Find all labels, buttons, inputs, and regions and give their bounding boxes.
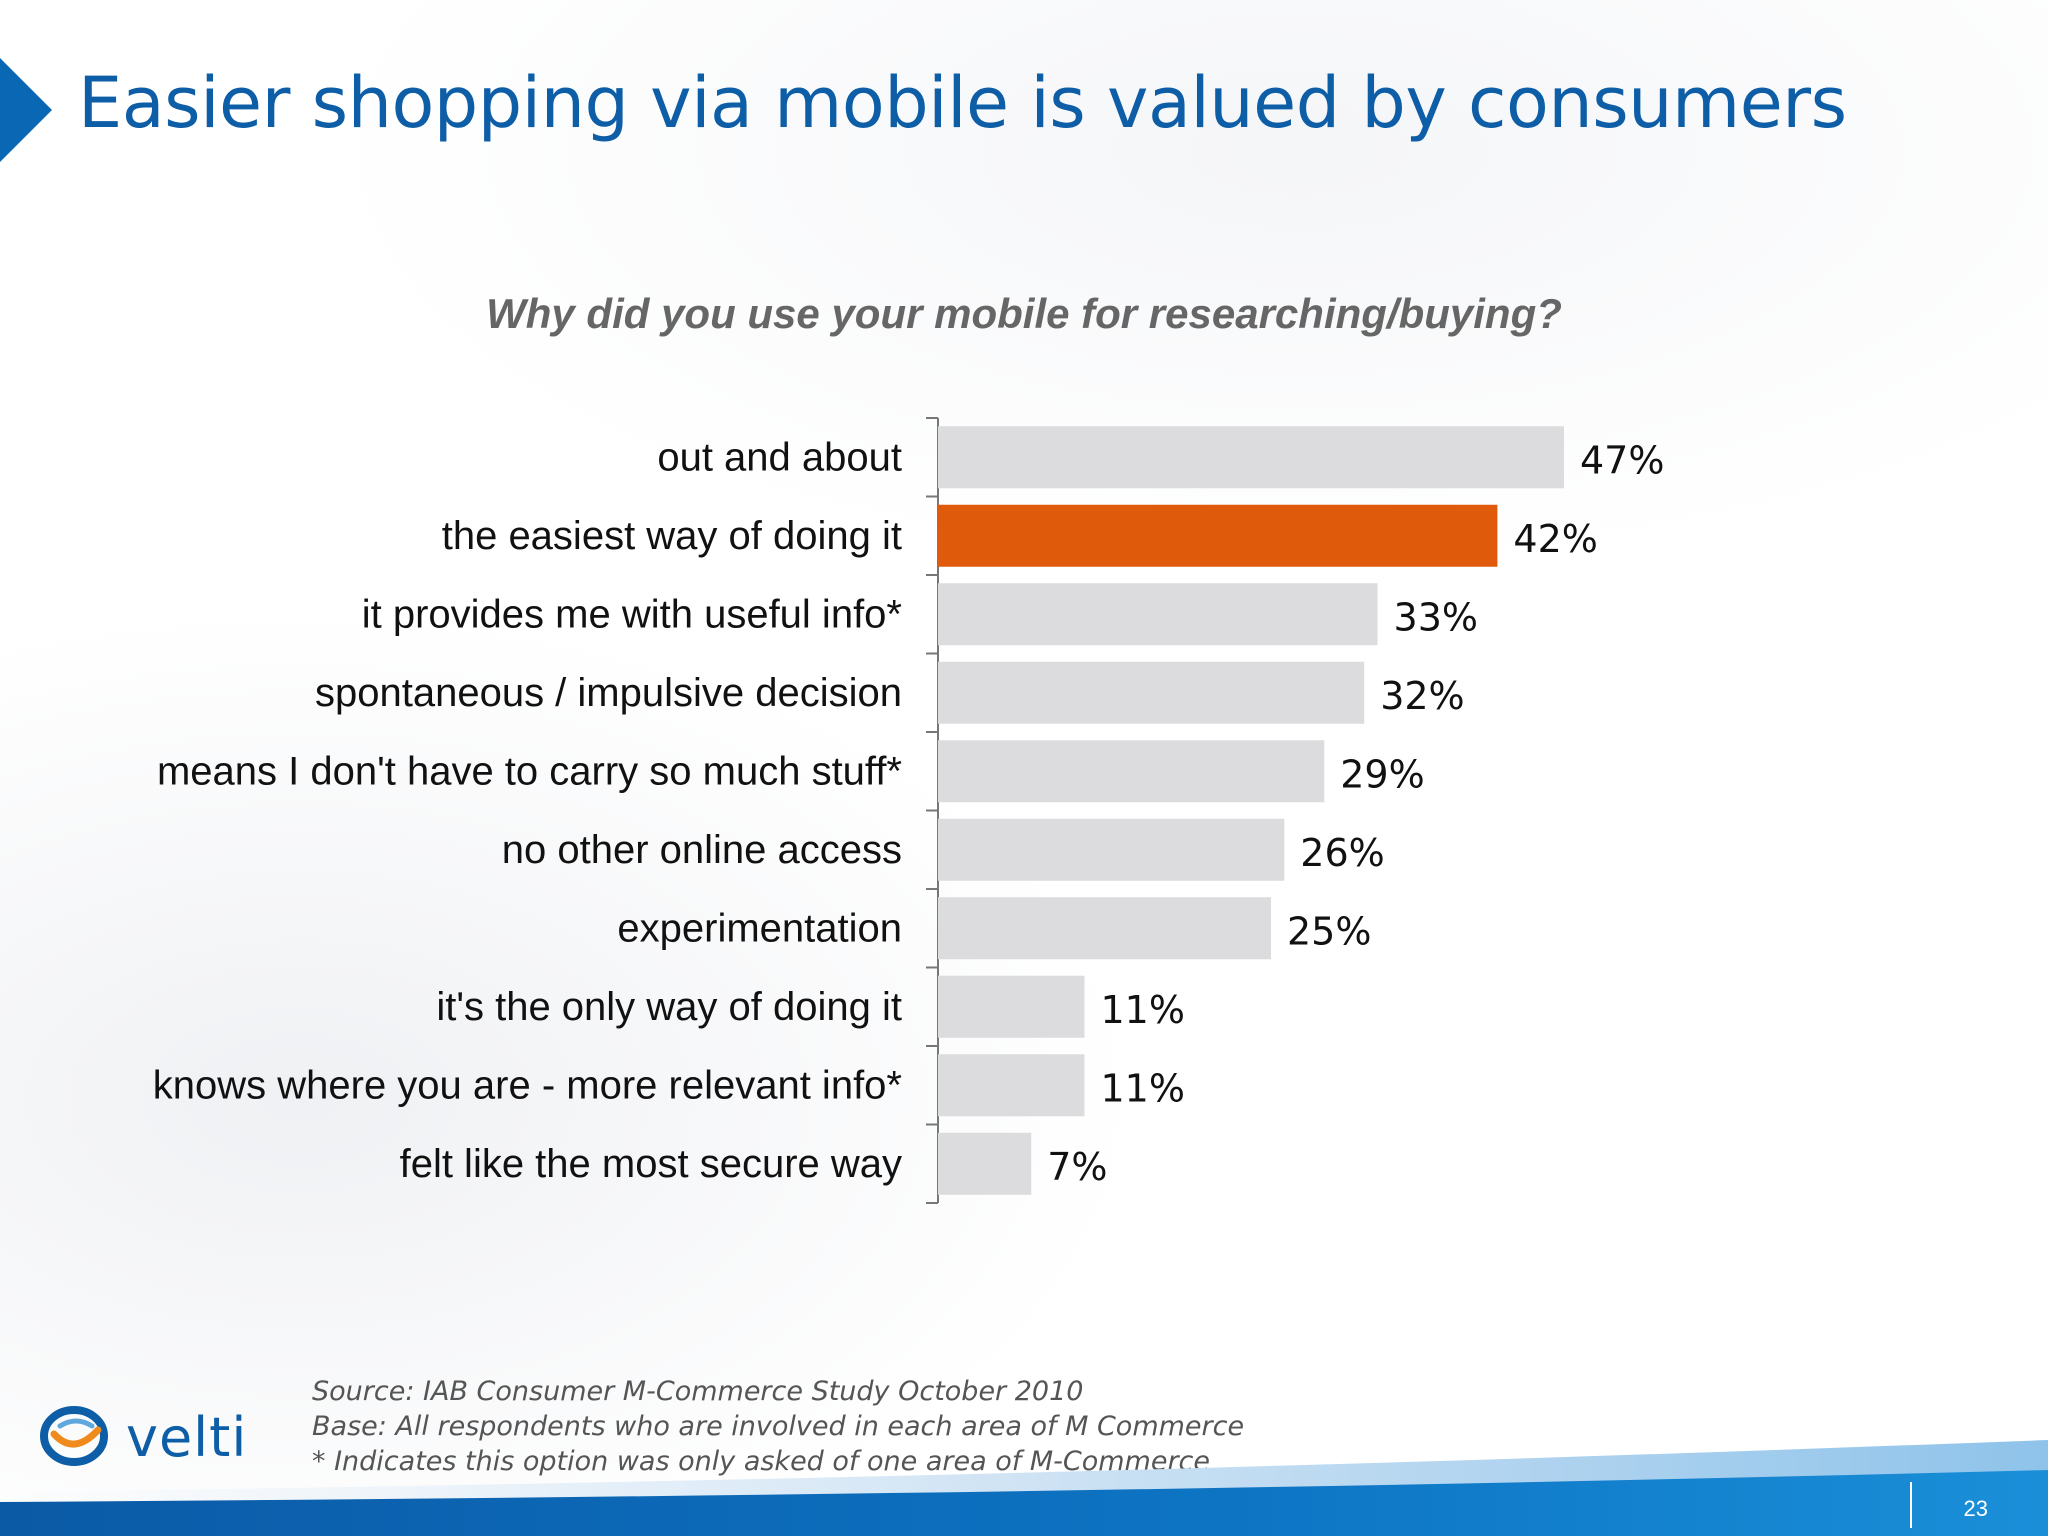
bar xyxy=(938,1132,1032,1195)
category-label: the easiest way of doing it xyxy=(442,514,902,558)
bar xyxy=(938,504,1498,567)
bar xyxy=(938,975,1085,1038)
category-label: spontaneous / impulsive decision xyxy=(315,671,902,715)
velti-logo: velti xyxy=(40,1404,280,1470)
bar xyxy=(938,661,1365,724)
data-label: 26% xyxy=(1300,831,1384,875)
brand-name: velti xyxy=(126,1406,248,1469)
bar xyxy=(938,1054,1085,1117)
title-arrow-icon xyxy=(0,58,52,162)
category-label: out and about xyxy=(657,435,902,479)
bar-chart: out and about 47% the easiest way of doing… xyxy=(153,417,1664,1204)
chart-title: Why did you use your mobile for research… xyxy=(0,290,2048,338)
data-label: 33% xyxy=(1394,595,1478,639)
data-label: 11% xyxy=(1101,1066,1185,1110)
velti-logo-icon xyxy=(40,1406,108,1466)
source-notes: Source: IAB Consumer M-Commerce Study Oc… xyxy=(312,1374,1244,1479)
data-label: 29% xyxy=(1340,752,1424,796)
category-label: means I don't have to carry so much stuf… xyxy=(157,749,902,793)
data-label: 32% xyxy=(1380,674,1464,718)
bar xyxy=(938,818,1285,881)
page-separator xyxy=(1910,1482,1912,1528)
bar xyxy=(938,426,1564,489)
bar xyxy=(938,583,1378,646)
category-label: it provides me with useful info* xyxy=(362,592,902,636)
slide-title: Easier shopping via mobile is valued by … xyxy=(78,62,1847,144)
data-label: 11% xyxy=(1101,988,1185,1032)
data-label: 47% xyxy=(1580,438,1664,482)
bar xyxy=(938,897,1271,960)
data-label: 7% xyxy=(1047,1145,1107,1189)
category-label: experimentation xyxy=(617,906,902,950)
base-line: Base: All respondents who are involved i… xyxy=(312,1411,1245,1442)
footer-band xyxy=(0,1440,2048,1536)
category-label: knows where you are - more relevant info… xyxy=(153,1063,902,1107)
data-label: 25% xyxy=(1287,909,1371,953)
bar xyxy=(938,740,1325,803)
page-number: 23 xyxy=(1963,1496,1988,1521)
source-line: Source: IAB Consumer M-Commerce Study Oc… xyxy=(312,1376,1084,1407)
category-label: no other online access xyxy=(502,828,902,872)
category-label: felt like the most secure way xyxy=(400,1142,902,1186)
category-label: it's the only way of doing it xyxy=(436,985,902,1029)
chart-title-text: Why did you use your mobile for research… xyxy=(486,290,1562,337)
data-label: 42% xyxy=(1513,517,1597,561)
